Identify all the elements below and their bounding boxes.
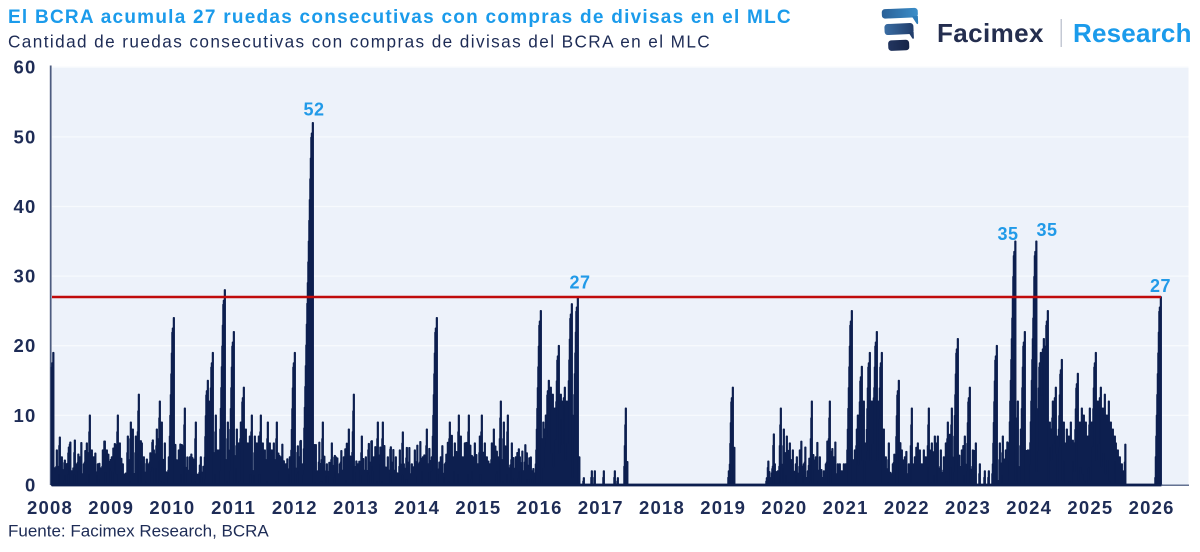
svg-text:2016: 2016 <box>517 497 563 518</box>
svg-text:2010: 2010 <box>149 497 195 518</box>
svg-text:2024: 2024 <box>1006 497 1052 518</box>
svg-text:Cantidad de ruedas consecutiva: Cantidad de ruedas consecutivas con comp… <box>8 32 711 52</box>
svg-text:2026: 2026 <box>1129 497 1175 518</box>
svg-text:2012: 2012 <box>272 497 318 518</box>
svg-text:2011: 2011 <box>211 497 256 518</box>
svg-text:10: 10 <box>14 405 37 426</box>
svg-text:0: 0 <box>25 474 37 495</box>
svg-text:Fuente: Facimex Research, BCRA: Fuente: Facimex Research, BCRA <box>8 521 269 540</box>
svg-text:2014: 2014 <box>394 497 440 518</box>
svg-text:35: 35 <box>997 224 1018 244</box>
svg-text:2025: 2025 <box>1067 497 1113 518</box>
svg-text:2019: 2019 <box>700 497 746 518</box>
svg-text:Facimex: Facimex <box>937 18 1044 48</box>
svg-text:2022: 2022 <box>884 497 930 518</box>
svg-text:27: 27 <box>569 273 590 293</box>
svg-text:52: 52 <box>303 100 324 120</box>
svg-text:2013: 2013 <box>333 497 379 518</box>
svg-text:2020: 2020 <box>761 497 807 518</box>
svg-text:2023: 2023 <box>945 497 991 518</box>
svg-text:2009: 2009 <box>88 497 134 518</box>
svg-text:35: 35 <box>1036 220 1057 240</box>
svg-text:50: 50 <box>14 126 37 147</box>
svg-text:El BCRA acumula 27 ruedas cons: El BCRA acumula 27 ruedas consecutivas c… <box>8 7 792 28</box>
svg-text:27: 27 <box>1150 276 1171 296</box>
svg-text:2017: 2017 <box>578 497 624 518</box>
svg-text:60: 60 <box>14 57 37 78</box>
svg-text:2021: 2021 <box>823 497 869 518</box>
svg-text:30: 30 <box>14 266 37 287</box>
svg-text:20: 20 <box>14 335 37 356</box>
svg-text:40: 40 <box>14 196 37 217</box>
svg-text:Research: Research <box>1073 18 1192 48</box>
svg-text:2015: 2015 <box>455 497 501 518</box>
svg-text:2018: 2018 <box>639 497 685 518</box>
svg-text:2008: 2008 <box>27 497 73 518</box>
